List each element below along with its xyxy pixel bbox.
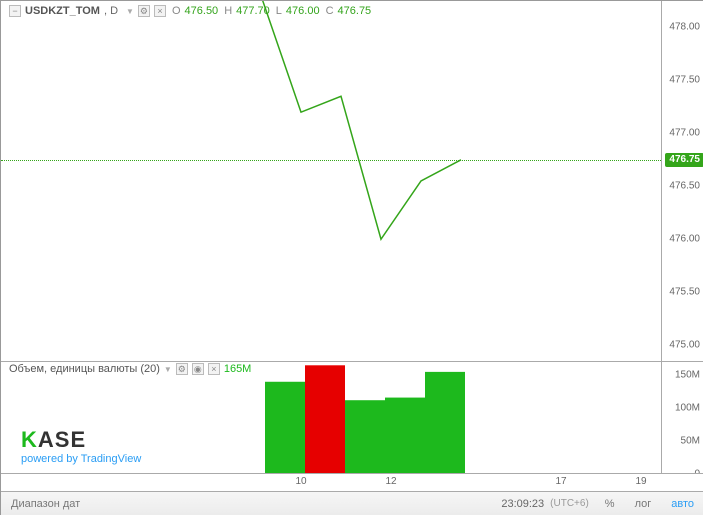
x-axis: 10 12 17 19 [1, 473, 703, 491]
price-legend: − USDKZT_TOM, D ▼ ⚙ × O 476.50 H 477.70 … [9, 5, 371, 17]
price-tick-label: 475.00 [669, 340, 700, 351]
open-value: 476.50 [185, 5, 219, 17]
scale-buttons: %логавто [595, 494, 703, 514]
price-tick-label: 476.50 [669, 181, 700, 192]
price-line-chart [1, 1, 661, 361]
dropdown-icon[interactable]: ▼ [126, 7, 134, 16]
settings-icon[interactable]: ⚙ [138, 5, 150, 17]
low-value: 476.00 [286, 5, 320, 17]
high-value: 477.70 [236, 5, 270, 17]
clock-time: 23:09:23 [501, 498, 550, 510]
date-range-button[interactable]: Диапазон дат [1, 494, 90, 514]
powered-by-label: powered by TradingView [21, 453, 141, 465]
chart-container: 476.75 475.00 475.50 476.00 476.50 477.00 477… [0, 0, 703, 515]
close-icon[interactable]: × [154, 5, 166, 17]
visibility-icon[interactable]: ◉ [192, 363, 204, 375]
last-price-marker: 476.75 [665, 153, 703, 167]
low-label: L [276, 5, 282, 17]
timeframe-label: D [110, 5, 118, 17]
price-tick-label: 477.00 [669, 128, 700, 139]
volume-tick-label: 150M [675, 370, 700, 381]
settings-icon[interactable]: ⚙ [176, 363, 188, 375]
close-icon[interactable]: × [208, 363, 220, 375]
x-tick-label: 12 [385, 476, 396, 487]
price-tick-label: 477.50 [669, 75, 700, 86]
x-tick-label: 19 [635, 476, 646, 487]
bottom-toolbar: Диапазон дат 23:09:23 (UTC+6) %логавто [1, 491, 703, 515]
price-tick-label: 478.00 [669, 22, 700, 33]
scale-button-лог[interactable]: лог [625, 494, 662, 514]
symbol-label: USDKZT_TOM [25, 5, 100, 17]
volume-legend: Объем, единицы валюты (20) ▼ ⚙ ◉ × 165M [9, 363, 251, 375]
last-price-dotted-line [1, 160, 661, 161]
clock-tz: (UTC+6) [550, 498, 595, 509]
x-tick-label: 17 [555, 476, 566, 487]
price-panel [1, 1, 661, 361]
volume-y-axis: 050M100M150M [661, 361, 703, 473]
price-y-axis: 476.75 475.00 475.50 476.00 476.50 477.00 477… [661, 1, 703, 361]
price-tick-label: 475.50 [669, 287, 700, 298]
volume-panel: KASE powered by TradingView [1, 361, 661, 473]
volume-title: Объем, единицы валюты (20) [9, 363, 160, 375]
scale-button-авто[interactable]: авто [661, 494, 703, 514]
collapse-button[interactable]: − [9, 5, 21, 17]
kase-logo: KASE [21, 427, 141, 453]
volume-value: 165M [224, 363, 252, 375]
x-tick-label: 10 [295, 476, 306, 487]
scale-button-%[interactable]: % [595, 494, 625, 514]
close-label: C [326, 5, 334, 17]
logo-area: KASE powered by TradingView [21, 427, 141, 465]
price-tick-label: 476.00 [669, 234, 700, 245]
volume-tick-label: 50M [681, 436, 700, 447]
high-label: H [224, 5, 232, 17]
volume-tick-label: 100M [675, 403, 700, 414]
dropdown-icon[interactable]: ▼ [164, 365, 172, 374]
close-value: 476.75 [338, 5, 372, 17]
open-label: O [172, 5, 181, 17]
